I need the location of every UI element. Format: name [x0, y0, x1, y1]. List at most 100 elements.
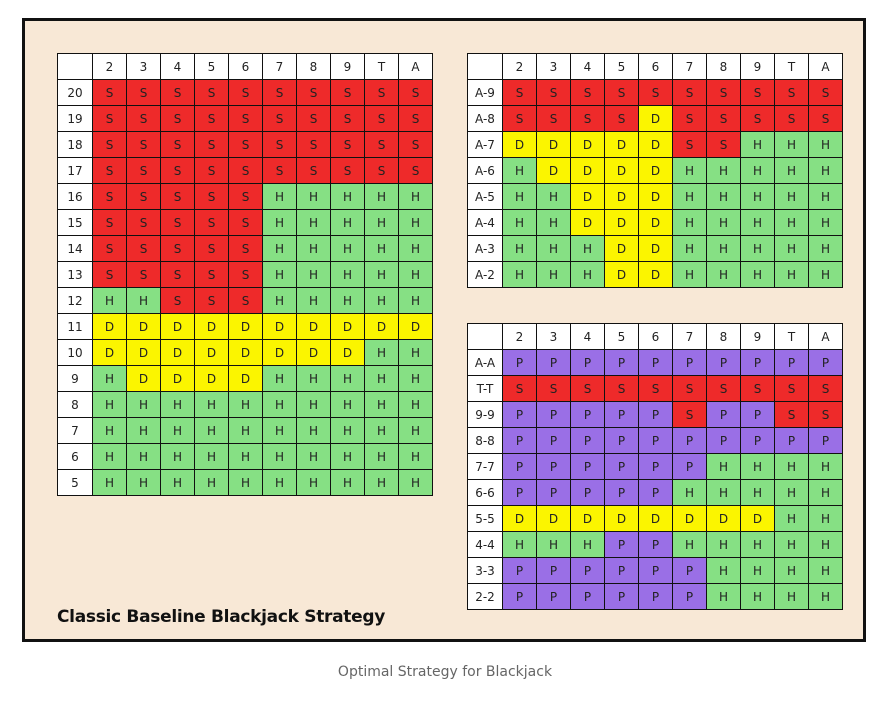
player-hand-label: A-8 — [467, 105, 503, 132]
dealer-card-header: 5 — [604, 53, 639, 80]
action-cell: P — [672, 583, 707, 610]
action-cell: H — [808, 261, 843, 288]
action-cell: H — [364, 183, 399, 210]
dealer-card-header: 2 — [502, 323, 537, 350]
action-cell: H — [92, 469, 127, 496]
action-cell: H — [364, 209, 399, 236]
action-cell: P — [740, 427, 775, 454]
strategy-row: A-8 S S S S D S S S S S — [467, 105, 843, 132]
action-cell: P — [536, 479, 571, 506]
action-cell: H — [330, 261, 365, 288]
strategy-row: 20 S S S S S S S S S S — [57, 79, 433, 106]
action-cell: H — [774, 235, 809, 262]
action-cell: D — [604, 235, 639, 262]
action-cell: H — [740, 183, 775, 210]
player-hand-label: 10 — [57, 339, 93, 366]
strategy-row: 13 S S S S S H H H H H — [57, 261, 433, 288]
action-cell: S — [160, 157, 195, 184]
action-cell: D — [604, 157, 639, 184]
player-hand-label: 5 — [57, 469, 93, 496]
strategy-row: 8-8 P P P P P P P P P P — [467, 427, 843, 454]
action-cell: P — [570, 479, 605, 506]
action-cell: D — [262, 313, 297, 340]
player-hand-label: 17 — [57, 157, 93, 184]
player-hand-label: 5-5 — [467, 505, 503, 532]
action-cell: H — [364, 417, 399, 444]
strategy-row: 14 S S S S S H H H H H — [57, 235, 433, 262]
action-cell: S — [330, 105, 365, 132]
action-cell: H — [570, 531, 605, 558]
action-cell: P — [604, 583, 639, 610]
dealer-card-header: 8 — [706, 53, 741, 80]
action-cell: H — [774, 557, 809, 584]
action-cell: P — [672, 557, 707, 584]
action-cell: P — [774, 349, 809, 376]
action-cell: P — [604, 479, 639, 506]
action-cell: H — [808, 531, 843, 558]
action-cell: P — [604, 427, 639, 454]
action-cell: D — [604, 183, 639, 210]
action-cell: H — [774, 583, 809, 610]
action-cell: S — [808, 79, 843, 106]
action-cell: S — [364, 105, 399, 132]
player-hand-label: 13 — [57, 261, 93, 288]
action-cell: H — [398, 365, 433, 392]
action-cell: H — [364, 365, 399, 392]
action-cell: D — [570, 183, 605, 210]
action-cell: H — [808, 131, 843, 158]
action-cell: P — [502, 583, 537, 610]
action-cell: P — [706, 349, 741, 376]
action-cell: D — [638, 261, 673, 288]
player-hand-label: 11 — [57, 313, 93, 340]
dealer-card-header: 8 — [296, 53, 331, 80]
action-cell: S — [228, 157, 263, 184]
dealer-card-header: 4 — [160, 53, 195, 80]
action-cell: H — [92, 443, 127, 470]
strategy-row: 4-4 H H H P P H H H H H — [467, 531, 843, 558]
action-cell: P — [502, 479, 537, 506]
action-cell: H — [296, 391, 331, 418]
dealer-card-header: 9 — [740, 53, 775, 80]
action-cell: H — [502, 183, 537, 210]
action-cell: S — [126, 183, 161, 210]
action-cell: P — [638, 453, 673, 480]
action-cell: S — [774, 401, 809, 428]
action-cell: H — [194, 469, 229, 496]
strategy-row: T-T S S S S S S S S S S — [467, 375, 843, 402]
action-cell: H — [740, 453, 775, 480]
action-cell: H — [92, 391, 127, 418]
action-cell: D — [296, 313, 331, 340]
action-cell: D — [194, 313, 229, 340]
player-hand-label: 7 — [57, 417, 93, 444]
action-cell: D — [126, 313, 161, 340]
action-cell: H — [706, 557, 741, 584]
action-cell: H — [536, 209, 571, 236]
action-cell: P — [774, 427, 809, 454]
player-hand-label: 12 — [57, 287, 93, 314]
action-cell: H — [262, 261, 297, 288]
action-cell: H — [296, 235, 331, 262]
action-cell: S — [262, 157, 297, 184]
action-cell: H — [740, 157, 775, 184]
strategy-row: 9-9 P P P P P S P P S S — [467, 401, 843, 428]
action-cell: S — [160, 261, 195, 288]
action-cell: S — [92, 209, 127, 236]
action-cell: S — [194, 157, 229, 184]
action-cell: D — [126, 339, 161, 366]
action-cell: H — [706, 261, 741, 288]
action-cell: H — [228, 469, 263, 496]
action-cell: H — [194, 443, 229, 470]
strategy-row: 18 S S S S S S S S S S — [57, 131, 433, 158]
player-hand-label: A-3 — [467, 235, 503, 262]
action-cell: P — [638, 583, 673, 610]
action-cell: D — [604, 261, 639, 288]
action-cell: S — [570, 375, 605, 402]
action-cell: H — [296, 365, 331, 392]
action-cell: S — [262, 105, 297, 132]
action-cell: H — [364, 235, 399, 262]
action-cell: H — [330, 209, 365, 236]
action-cell: S — [638, 375, 673, 402]
action-cell: H — [536, 261, 571, 288]
